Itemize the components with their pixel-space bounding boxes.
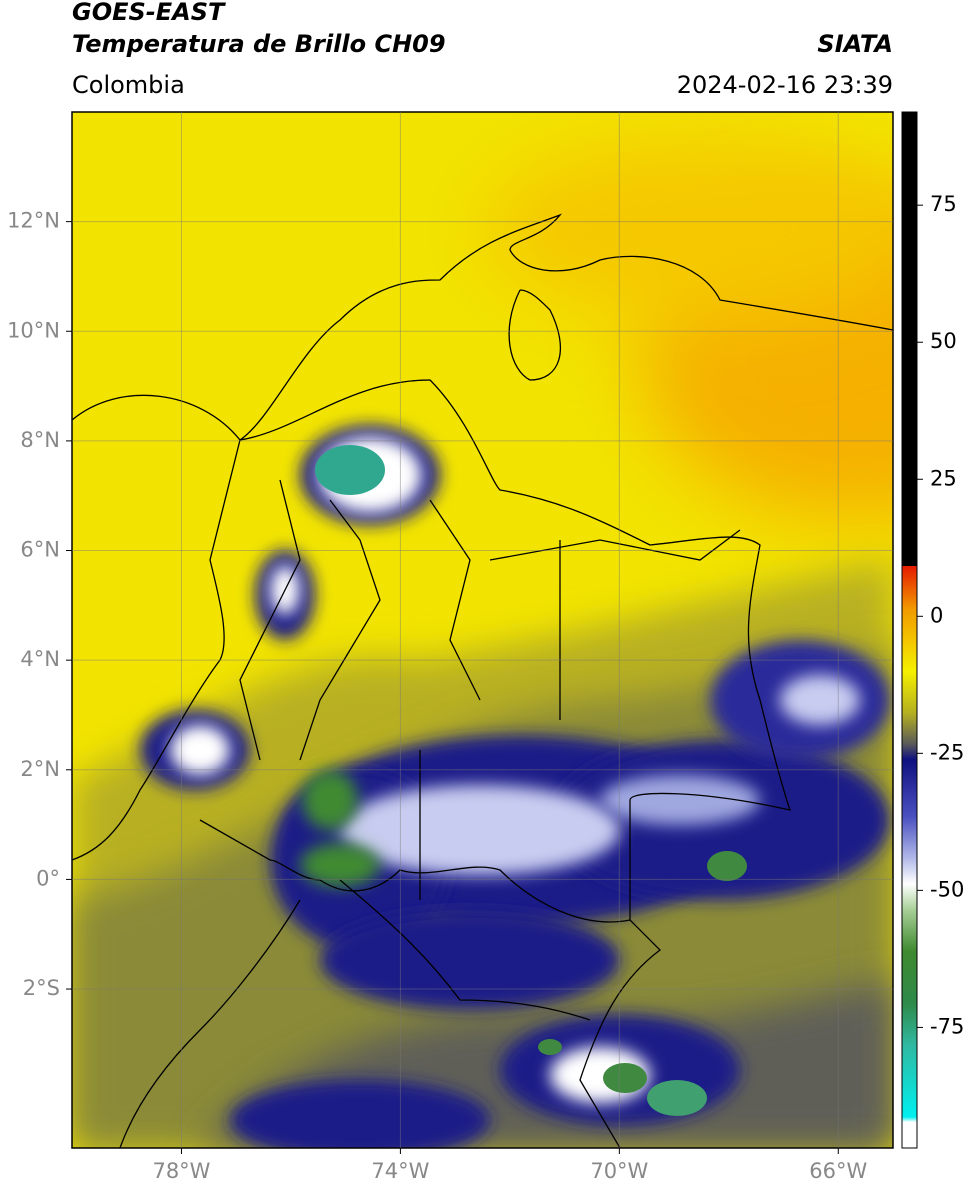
colorbar-tick-label: 0 [930,603,943,627]
colorbar-tick-label: -75 [930,1014,964,1038]
colorbar-tick-label: -50 [930,877,964,901]
x-tick-label: 70°W [590,1159,648,1183]
subtitle: Temperatura de Brillo CH09 [72,30,446,58]
title: GOES-EAST [72,0,226,26]
x-tick-label: 78°W [152,1159,210,1183]
region: Colombia [72,71,185,99]
y-tick-label: 10°N [7,318,60,342]
y-tick-label: 2°S [23,976,60,1000]
y-tick-label: 8°N [20,428,60,452]
colorbar-tick-label: -25 [930,740,964,764]
map-frame [71,111,894,1149]
y-tick-label: 0° [36,866,60,890]
boundaries [72,213,893,1148]
x-tick-label: 66°W [809,1159,867,1183]
colorbar [901,111,918,1149]
satellite-image [72,112,893,1148]
colorbar-tick-label: 25 [930,466,957,490]
y-tick-label: 2°N [20,757,60,781]
x-tick-label: 74°W [371,1159,429,1183]
y-tick-label: 4°N [20,647,60,671]
colorbar-tick-label: 75 [930,192,957,216]
y-tick-label: 6°N [20,538,60,562]
source: SIATA [817,30,893,58]
colorbar-tick-label: 50 [930,329,957,353]
timestamp: 2024-02-16 23:39 [677,71,893,99]
y-tick-label: 12°N [7,209,60,233]
